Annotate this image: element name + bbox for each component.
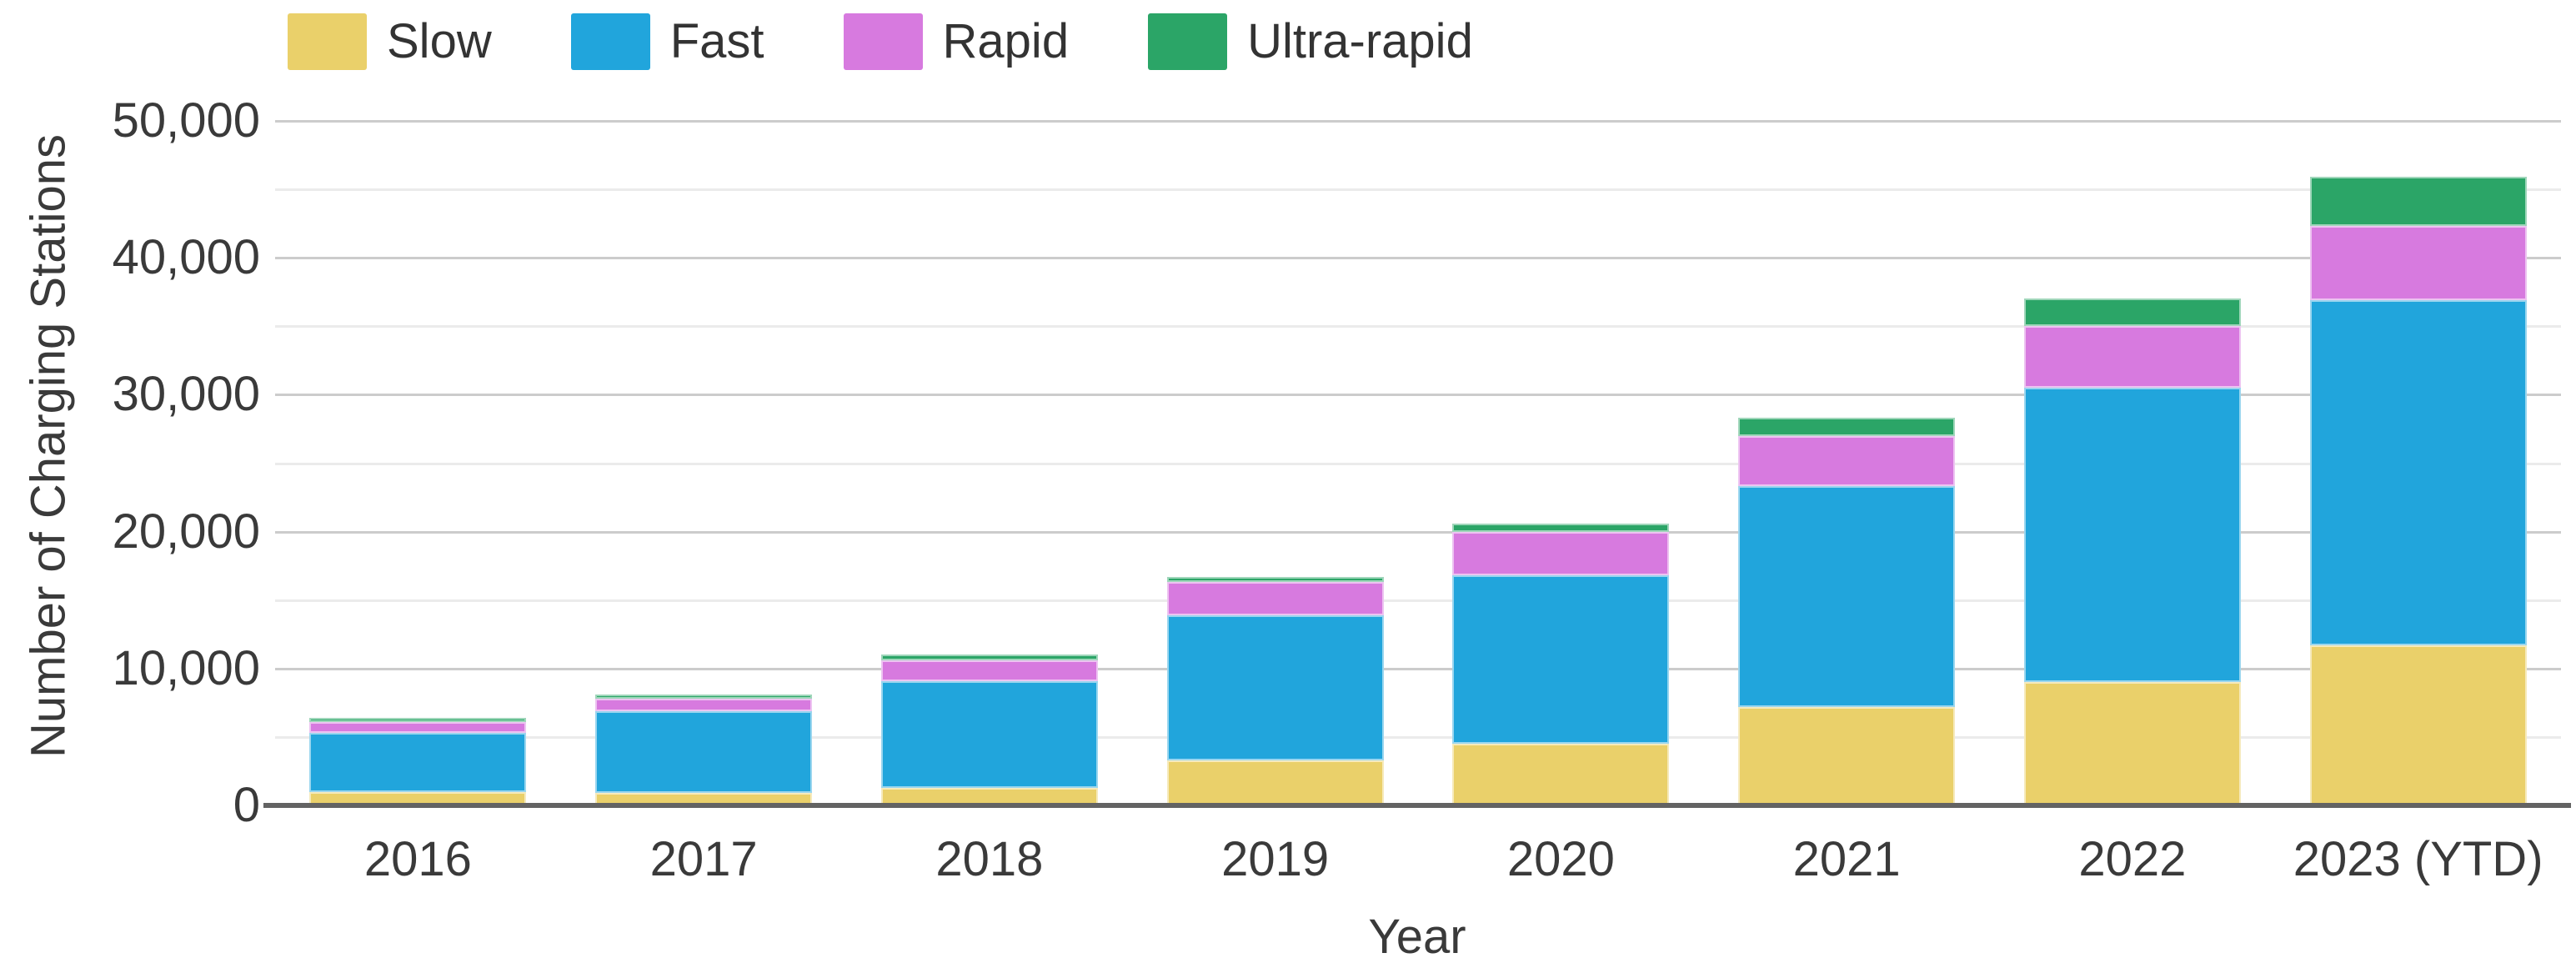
bar-segment-2018-rapid[interactable] (880, 660, 1098, 681)
gridline-minor-5000 (275, 735, 2561, 739)
x-tick-label-2019: 2019 (1221, 832, 1330, 886)
legend-label-fast: Fast (669, 14, 764, 68)
y-axis-title: Number of Charging Stations (21, 134, 76, 758)
gridline-minor-15000 (275, 599, 2561, 602)
bar-segment-2022-rapid[interactable] (2023, 326, 2241, 389)
y-tick-label-30000: 30,000 (112, 367, 260, 422)
y-tick-label-50000: 50,000 (112, 93, 260, 148)
bar-segment-2023-ytd--slow[interactable] (2309, 644, 2527, 805)
bar-segment-2019-slow[interactable] (1166, 760, 1384, 805)
bar-segment-2023-ytd--fast[interactable] (2309, 300, 2527, 645)
x-axis-title: Year (1368, 910, 1466, 964)
legend-item-ultra-rapid[interactable]: Ultra-rapid (1148, 13, 1473, 70)
bar-segment-2022-ultra-rapid[interactable] (2023, 298, 2241, 327)
bar-segment-2022-fast[interactable] (2023, 388, 2241, 683)
bar-segment-2019-rapid[interactable] (1166, 582, 1384, 615)
gridline-minor-35000 (275, 325, 2561, 329)
legend-item-fast[interactable]: Fast (570, 13, 764, 70)
legend: Slow Fast Rapid Ultra-rapid (288, 13, 1473, 70)
legend-item-slow[interactable]: Slow (288, 13, 492, 70)
bar-segment-2019-ultra-rapid[interactable] (1166, 576, 1384, 583)
legend-swatch-fast (570, 13, 650, 70)
gridline-minor-45000 (275, 188, 2561, 192)
bar-segment-2018-ultra-rapid[interactable] (880, 655, 1098, 660)
bar-segment-2018-fast[interactable] (880, 680, 1098, 788)
y-tick-label-20000: 20,000 (112, 504, 260, 559)
legend-label-ultra-rapid: Ultra-rapid (1247, 14, 1473, 68)
bar-segment-2017-ultra-rapid[interactable] (595, 694, 813, 699)
bar-segment-2016-rapid[interactable] (309, 721, 527, 733)
gridline-major-10000 (275, 667, 2561, 670)
bar-segment-2019-fast[interactable] (1166, 614, 1384, 760)
legend-swatch-ultra-rapid (1148, 13, 1228, 70)
gridline-minor-25000 (275, 462, 2561, 465)
bar-segment-2016-ultra-rapid[interactable] (309, 717, 527, 722)
x-tick-label-2021: 2021 (1792, 832, 1901, 886)
x-tick-label-2022: 2022 (2078, 832, 2187, 886)
bar-segment-2017-fast[interactable] (595, 710, 813, 794)
bar-segment-2020-slow[interactable] (1452, 744, 1670, 805)
bar-segment-2023-ytd--ultra-rapid[interactable] (2309, 177, 2527, 227)
x-tick-label-2016: 2016 (363, 832, 472, 886)
bar-segment-2023-ytd--rapid[interactable] (2309, 226, 2527, 301)
x-tick-label-2023-ytd-: 2023 (YTD) (2293, 832, 2543, 886)
legend-label-slow: Slow (387, 14, 492, 68)
x-tick-label-2020: 2020 (1506, 832, 1615, 886)
bar-segment-2016-fast[interactable] (309, 732, 527, 792)
y-tick-label-40000: 40,000 (112, 230, 260, 285)
legend-swatch-slow (288, 13, 367, 70)
bar-segment-2021-fast[interactable] (1738, 486, 1956, 707)
y-tick-label-0: 0 (233, 778, 260, 832)
bar-segment-2020-fast[interactable] (1452, 575, 1670, 745)
x-tick-label-2018: 2018 (935, 832, 1044, 886)
bar-segment-2021-rapid[interactable] (1738, 435, 1956, 487)
y-tick-label-10000: 10,000 (112, 640, 260, 695)
gridline-major-20000 (275, 530, 2561, 534)
gridline-major-50000 (275, 120, 2561, 123)
bar-segment-2020-ultra-rapid[interactable] (1452, 523, 1670, 532)
x-tick-label-2017: 2017 (649, 832, 758, 886)
bar-segment-2017-rapid[interactable] (595, 698, 813, 711)
legend-label-rapid: Rapid (942, 14, 1070, 68)
bar-segment-2021-slow[interactable] (1738, 706, 1956, 805)
bar-segment-2021-ultra-rapid[interactable] (1738, 418, 1956, 436)
bar-segment-2022-slow[interactable] (2023, 682, 2241, 805)
bar-segment-2020-rapid[interactable] (1452, 531, 1670, 576)
legend-item-rapid[interactable]: Rapid (843, 13, 1070, 70)
gridline-major-30000 (275, 394, 2561, 397)
legend-swatch-rapid (843, 13, 923, 70)
x-axis-line (263, 803, 2571, 808)
gridline-major-40000 (275, 257, 2561, 260)
